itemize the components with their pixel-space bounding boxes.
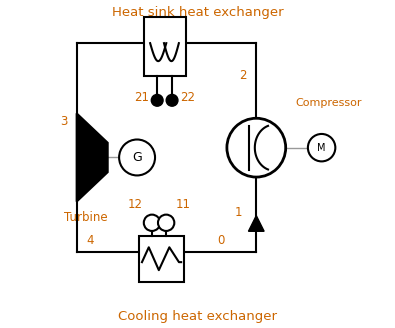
Text: 1: 1 — [235, 207, 242, 219]
Text: Turbine: Turbine — [64, 211, 107, 224]
Text: Cooling heat exchanger: Cooling heat exchanger — [118, 310, 277, 323]
Circle shape — [144, 215, 160, 231]
Text: 21: 21 — [134, 91, 149, 104]
Text: 2: 2 — [239, 69, 247, 82]
Text: Heat sink heat exchanger: Heat sink heat exchanger — [112, 6, 283, 19]
Text: 0: 0 — [217, 234, 224, 247]
Text: 3: 3 — [60, 115, 67, 128]
Circle shape — [151, 94, 163, 106]
Text: 12: 12 — [127, 198, 142, 211]
Polygon shape — [248, 215, 264, 231]
Circle shape — [308, 134, 335, 161]
Text: G: G — [132, 151, 142, 164]
Polygon shape — [77, 113, 108, 202]
Text: 4: 4 — [87, 234, 94, 247]
Bar — [139, 236, 184, 281]
Text: 11: 11 — [176, 198, 191, 211]
Text: M: M — [317, 143, 326, 153]
Circle shape — [227, 118, 286, 177]
Text: Compressor: Compressor — [295, 98, 362, 109]
Bar — [144, 17, 186, 76]
Circle shape — [119, 139, 155, 175]
Text: 22: 22 — [180, 91, 195, 104]
Circle shape — [166, 94, 178, 106]
Circle shape — [158, 215, 174, 231]
